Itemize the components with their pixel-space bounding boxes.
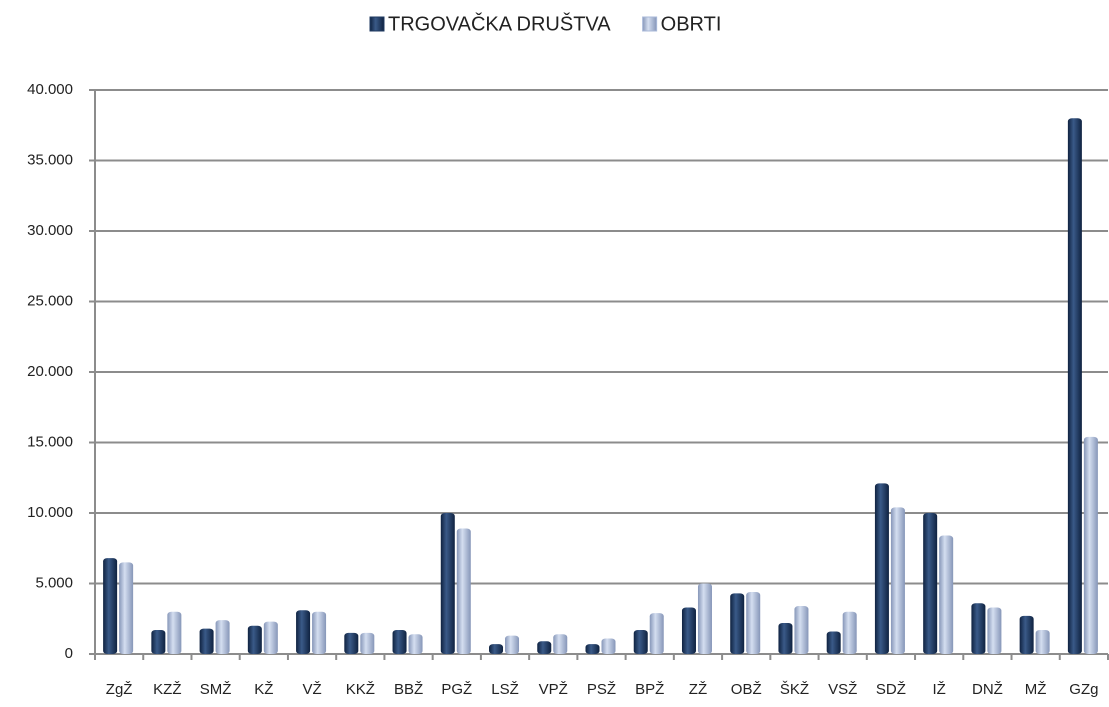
- bar: [842, 611, 857, 654]
- bar: [971, 603, 986, 654]
- x-tick-label: IŽ: [932, 681, 945, 698]
- x-tick-label: LSŽ: [491, 681, 519, 698]
- bar: [312, 611, 327, 654]
- bar: [408, 634, 423, 654]
- legend-label: OBRTI: [661, 13, 722, 35]
- x-tick-label: OBŽ: [731, 681, 762, 698]
- x-tick-label: ZgŽ: [106, 681, 133, 698]
- y-tick-label: 0: [65, 645, 73, 662]
- bar: [923, 513, 938, 654]
- bar: [939, 535, 954, 654]
- bar: [553, 634, 568, 654]
- bar: [167, 611, 182, 654]
- bar: [247, 625, 262, 654]
- bar: [392, 630, 407, 654]
- x-tick-label: VPŽ: [539, 681, 568, 698]
- bar: [585, 644, 600, 654]
- y-tick-label: 5.000: [35, 574, 73, 591]
- x-tick-label: KKŽ: [346, 681, 375, 698]
- bar: [360, 632, 375, 654]
- bar: [456, 528, 471, 654]
- x-tick-label: MŽ: [1025, 681, 1047, 698]
- bar: [489, 644, 504, 654]
- bar: [263, 621, 278, 654]
- bar: [119, 562, 134, 654]
- bar: [537, 641, 552, 654]
- x-tick-label: ZŽ: [689, 681, 707, 698]
- bar: [199, 628, 214, 654]
- x-tick-label: SMŽ: [200, 681, 232, 698]
- bar: [987, 607, 1002, 654]
- y-tick-label: 40.000: [27, 81, 73, 98]
- bar: [681, 607, 696, 654]
- x-tick-label: VSŽ: [828, 681, 857, 698]
- y-tick-label: 30.000: [27, 222, 73, 239]
- bar: [1083, 436, 1098, 654]
- bar: [826, 631, 841, 654]
- bar: [633, 630, 648, 654]
- bar: [601, 638, 616, 654]
- x-tick-label: VŽ: [302, 681, 321, 698]
- x-tick-label: PGŽ: [441, 681, 472, 698]
- bar: [1067, 118, 1082, 654]
- x-tick-label: KZŽ: [153, 681, 181, 698]
- bar: [890, 507, 905, 654]
- bar: [697, 583, 712, 654]
- legend-swatch: [642, 16, 658, 32]
- bar: [730, 593, 745, 654]
- bar: [778, 622, 793, 654]
- legend-swatch: [369, 16, 385, 32]
- x-tick-label: DNŽ: [972, 681, 1003, 698]
- x-tick-label: BBŽ: [394, 681, 423, 698]
- bar: [215, 620, 230, 654]
- x-tick-label: SDŽ: [876, 681, 906, 698]
- bar: [505, 635, 520, 654]
- x-tick-label: KŽ: [254, 681, 273, 698]
- bar: [746, 591, 761, 654]
- y-tick-label: 10.000: [27, 504, 73, 521]
- bar: [649, 613, 664, 654]
- x-tick-label: ŠKŽ: [780, 681, 809, 698]
- y-tick-label: 20.000: [27, 363, 73, 380]
- y-tick-label: 35.000: [27, 151, 73, 168]
- bar: [344, 632, 359, 654]
- bar: [1019, 615, 1034, 654]
- bar: [794, 606, 809, 654]
- legend-label: TRGOVAČKA DRUŠTVA: [388, 12, 611, 35]
- bar: [151, 630, 166, 654]
- bar: [874, 483, 889, 654]
- x-tick-label: BPŽ: [635, 681, 664, 698]
- x-tick-label: GZg: [1069, 681, 1098, 698]
- bar: [103, 558, 118, 654]
- y-tick-label: 15.000: [27, 433, 73, 450]
- bar: [296, 610, 311, 654]
- bar: [1035, 630, 1050, 654]
- x-tick-label: PSŽ: [587, 681, 616, 698]
- bar: [440, 513, 455, 654]
- y-tick-label: 25.000: [27, 292, 73, 309]
